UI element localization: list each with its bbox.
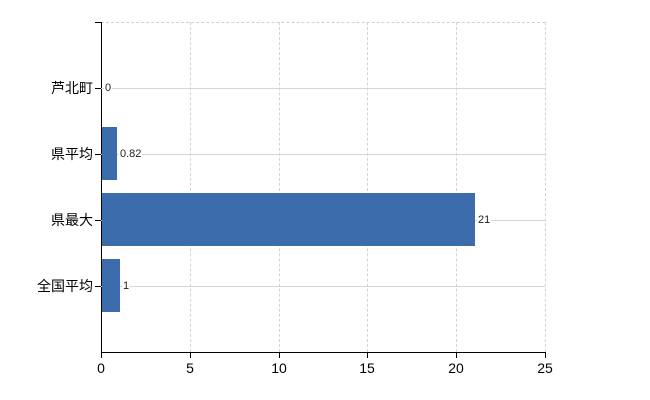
v-gridline — [456, 22, 457, 352]
y-tick — [95, 88, 101, 89]
y-axis-line — [101, 22, 102, 352]
category-label: 県最大 — [51, 212, 93, 228]
x-tick-label: 10 — [271, 360, 287, 376]
x-tick — [545, 352, 546, 358]
value-label: 0.82 — [119, 147, 143, 161]
x-tick-label: 25 — [537, 360, 553, 376]
x-tick-label: 5 — [186, 360, 194, 376]
x-tick — [456, 352, 457, 358]
y-tick — [95, 154, 101, 155]
x-tick — [367, 352, 368, 358]
x-tick-label: 15 — [359, 360, 375, 376]
plot-border-top — [101, 22, 545, 23]
x-tick-label: 20 — [448, 360, 464, 376]
x-axis-line — [101, 352, 546, 353]
value-label: 21 — [477, 213, 492, 227]
y-tick — [95, 286, 101, 287]
x-tick — [190, 352, 191, 358]
bar — [102, 193, 475, 246]
plot-area — [101, 22, 545, 352]
category-label: 県平均 — [51, 146, 93, 162]
v-gridline — [545, 22, 546, 352]
h-gridline — [101, 154, 545, 155]
value-label: 1 — [122, 279, 131, 293]
x-tick — [279, 352, 280, 358]
h-gridline — [101, 88, 545, 89]
bar — [102, 127, 117, 180]
y-axis-end-tick — [95, 22, 101, 23]
h-gridline — [101, 286, 545, 287]
x-tick-label: 0 — [97, 360, 105, 376]
bar — [102, 259, 120, 312]
y-tick — [95, 220, 101, 221]
x-tick — [101, 352, 102, 358]
v-gridline — [367, 22, 368, 352]
v-gridline — [279, 22, 280, 352]
category-label: 全国平均 — [37, 278, 93, 294]
v-gridline — [190, 22, 191, 352]
category-label: 芦北町 — [51, 80, 93, 96]
value-label: 0 — [104, 81, 113, 95]
